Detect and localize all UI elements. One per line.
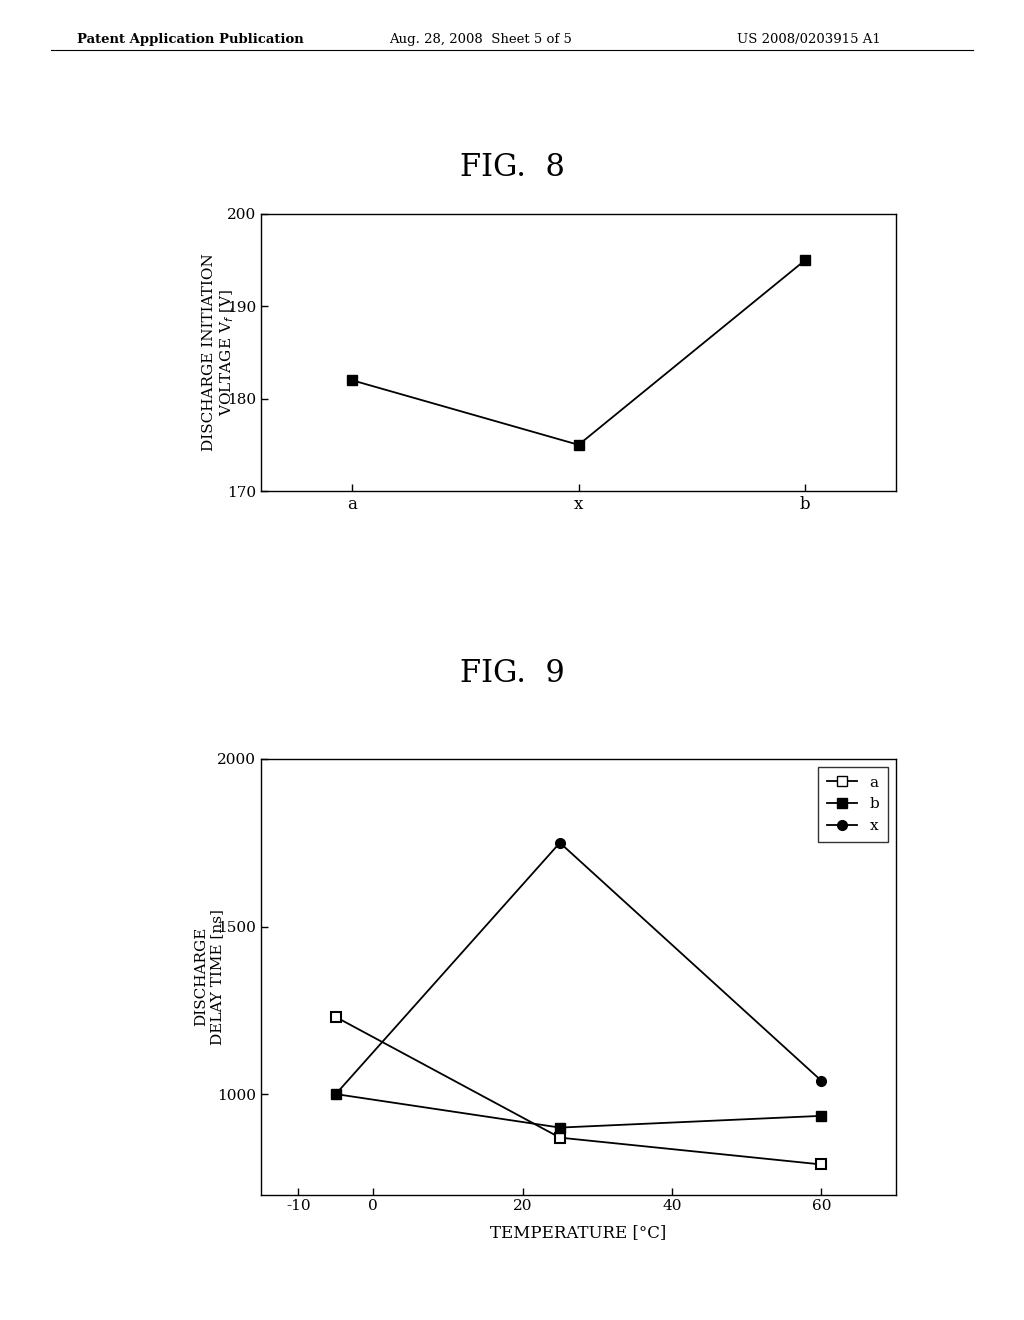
Text: Patent Application Publication: Patent Application Publication [77, 33, 303, 46]
x [330, 1086, 342, 1102]
X-axis label: TEMPERATURE [°C]: TEMPERATURE [°C] [490, 1225, 667, 1242]
Y-axis label: DISCHARGE INITIATION
VOLTAGE V$_f$ [V]: DISCHARGE INITIATION VOLTAGE V$_f$ [V] [202, 253, 236, 451]
Line: x: x [331, 838, 826, 1100]
b [815, 1107, 827, 1123]
x [554, 834, 566, 850]
Text: US 2008/0203915 A1: US 2008/0203915 A1 [737, 33, 881, 46]
Line: a: a [331, 1012, 826, 1170]
Y-axis label: DISCHARGE
DELAY TIME [ns]: DISCHARGE DELAY TIME [ns] [194, 909, 224, 1044]
a [815, 1156, 827, 1172]
b [554, 1119, 566, 1135]
Text: FIG.  9: FIG. 9 [460, 657, 564, 689]
Legend: a, b, x: a, b, x [817, 767, 889, 842]
b [330, 1086, 342, 1102]
Text: FIG.  8: FIG. 8 [460, 152, 564, 183]
Text: Aug. 28, 2008  Sheet 5 of 5: Aug. 28, 2008 Sheet 5 of 5 [389, 33, 572, 46]
x [815, 1073, 827, 1089]
a [330, 1008, 342, 1024]
a [554, 1130, 566, 1146]
Line: b: b [331, 1089, 826, 1133]
